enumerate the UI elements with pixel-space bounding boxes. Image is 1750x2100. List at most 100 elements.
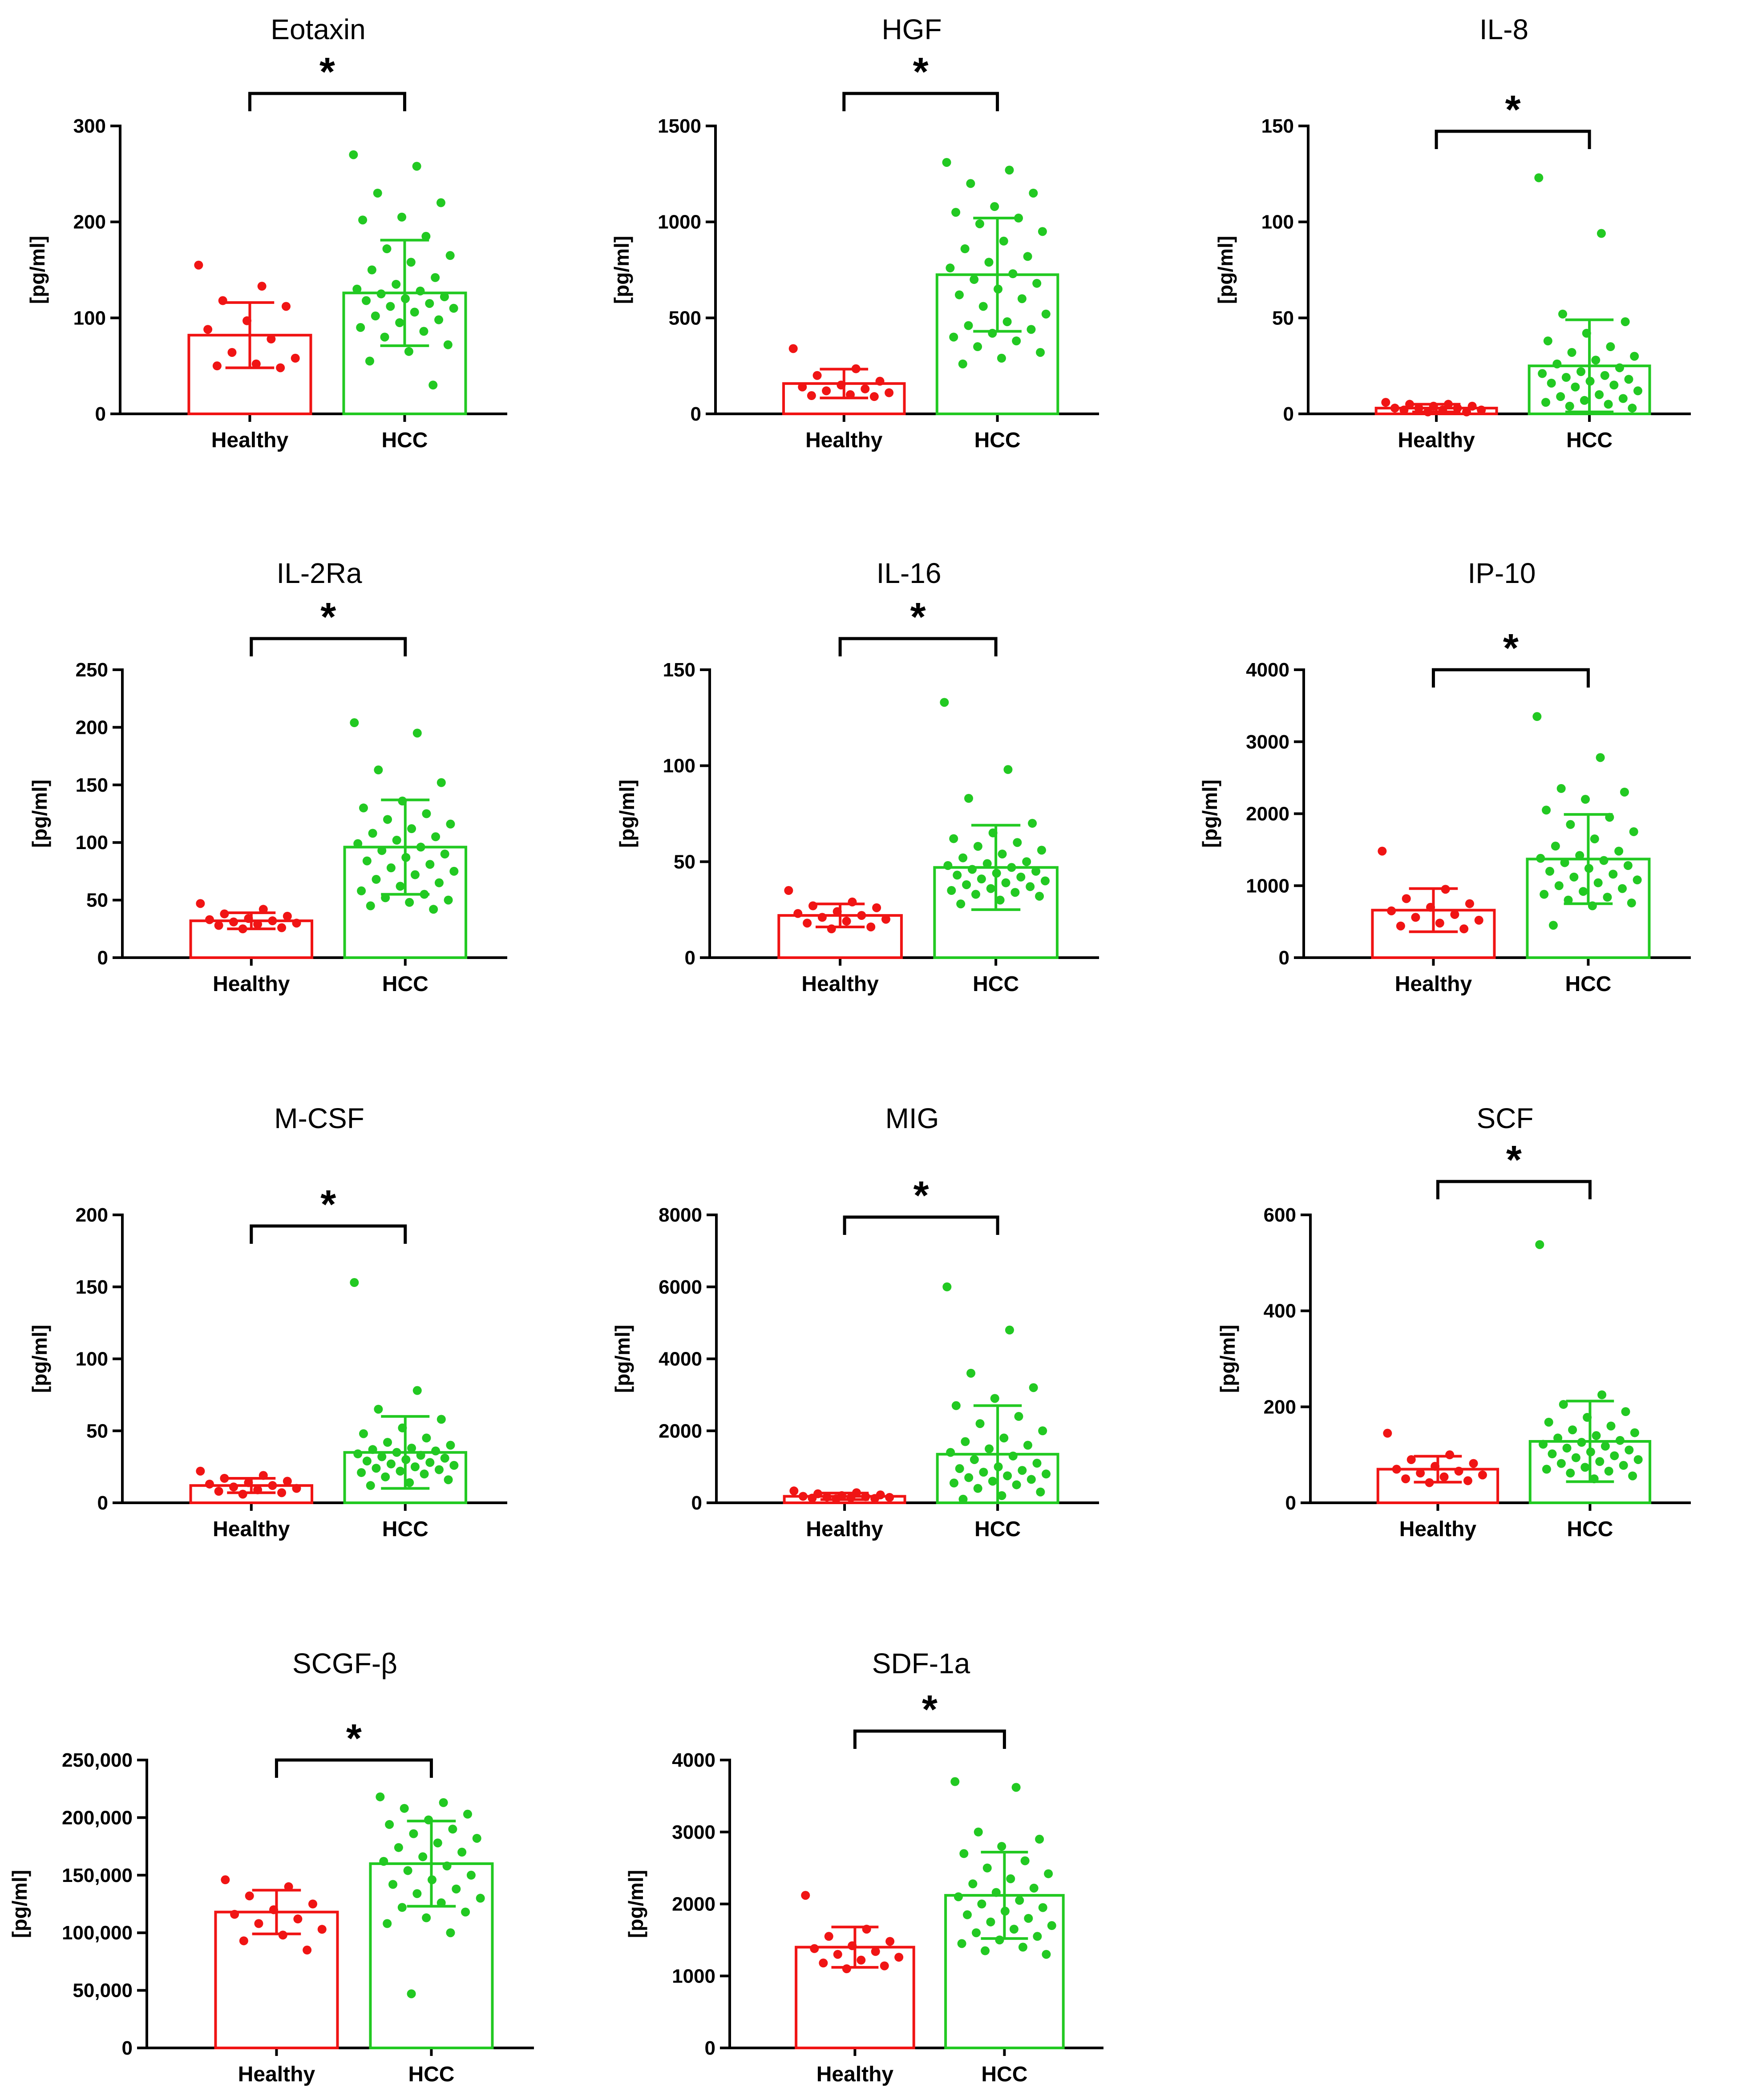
y-tick-label: 250 <box>76 659 108 681</box>
data-point-healthy <box>230 1910 239 1919</box>
panel-sdf-1a: SDF-1a 0 1000 2000 3000 4000 [pg/ml] Healthy HCC… <box>624 1647 1103 2086</box>
data-point-hcc <box>954 290 964 299</box>
data-point-hcc <box>444 895 453 905</box>
data-point-healthy <box>861 384 870 393</box>
data-point-hcc <box>425 299 434 308</box>
data-point-hcc <box>446 819 455 829</box>
data-point-healthy <box>880 1961 889 1971</box>
data-point-hcc <box>1595 390 1604 399</box>
y-tick-label: 200,000 <box>62 1807 133 1829</box>
data-point-hcc <box>386 863 396 873</box>
data-point-hcc <box>962 1910 972 1919</box>
significance-star: * <box>320 595 336 639</box>
y-axis-label: [pg/ml] <box>8 1870 31 1938</box>
data-point-hcc <box>973 842 982 851</box>
y-tick-label: 8000 <box>659 1204 702 1226</box>
data-point-hcc <box>1536 854 1545 863</box>
data-point-healthy <box>205 1479 214 1489</box>
y-tick-label: 2000 <box>672 1894 715 1915</box>
data-point-hcc <box>383 1438 392 1447</box>
data-point-hcc <box>958 853 968 862</box>
data-point-hcc <box>982 859 992 868</box>
category-label-hcc: HCC <box>382 972 428 996</box>
data-point-hcc <box>999 1433 1009 1443</box>
data-point-hcc <box>1571 382 1580 392</box>
y-tick-label: 500 <box>669 307 701 329</box>
data-point-hcc <box>1569 872 1579 882</box>
data-point-hcc <box>1628 404 1637 413</box>
data-point-hcc <box>429 905 438 914</box>
data-point-hcc <box>1610 1451 1619 1461</box>
data-point-hcc <box>1597 1390 1607 1400</box>
data-point-hcc <box>960 244 970 254</box>
data-point-hcc <box>1604 1466 1613 1476</box>
category-label-hcc: HCC <box>1565 972 1611 996</box>
y-tick-label: 200 <box>1264 1396 1296 1418</box>
data-point-hcc <box>982 1863 992 1873</box>
data-point-hcc <box>1554 881 1564 890</box>
data-point-healthy <box>196 899 205 908</box>
data-point-healthy <box>1378 846 1387 856</box>
data-point-hcc <box>971 890 980 899</box>
panel-ip-10: IP-10 0 1000 2000 3000 4000 [pg/ml] Healthy HCC * <box>1198 557 1691 996</box>
data-point-hcc <box>418 1852 428 1861</box>
data-point-hcc <box>410 870 420 879</box>
category-label-healthy: Healthy <box>816 2063 894 2086</box>
y-axis-label: [pg/ml] <box>615 780 639 848</box>
y-tick-label: 2000 <box>659 1420 702 1442</box>
data-point-hcc <box>1596 753 1605 762</box>
data-point-hcc <box>1010 888 1020 897</box>
data-point-healthy <box>1463 1476 1472 1485</box>
data-point-healthy <box>894 1953 904 1962</box>
data-point-hcc <box>1571 1453 1580 1462</box>
data-point-hcc <box>1568 1425 1577 1435</box>
data-point-hcc <box>440 1453 449 1463</box>
data-point-hcc <box>1604 400 1613 409</box>
y-tick-label: 150 <box>663 659 695 681</box>
data-point-hcc <box>1623 861 1633 870</box>
significance-bracket <box>1435 129 1591 149</box>
data-point-healthy <box>1450 910 1459 919</box>
significance-bracket <box>250 637 407 656</box>
y-tick-label: 200 <box>76 1204 108 1226</box>
y-tick-label: 1500 <box>658 115 701 137</box>
data-point-hcc <box>964 793 974 803</box>
data-point-hcc <box>1005 166 1014 175</box>
data-point-hcc <box>1017 294 1027 303</box>
data-point-hcc <box>1618 394 1628 403</box>
data-point-hcc <box>365 356 374 366</box>
data-point-hcc <box>986 884 995 893</box>
data-point-healthy <box>885 1493 894 1502</box>
data-point-healthy <box>291 353 300 363</box>
data-point-hcc <box>1590 834 1599 844</box>
data-point-hcc <box>1022 857 1031 866</box>
data-point-hcc <box>439 1798 448 1807</box>
data-point-healthy <box>798 1492 808 1501</box>
data-point-hcc <box>436 778 446 787</box>
data-point-hcc <box>412 162 421 171</box>
data-point-hcc <box>404 347 413 356</box>
data-point-hcc <box>958 1494 968 1504</box>
data-point-hcc <box>362 856 372 866</box>
data-point-healthy <box>1390 404 1399 413</box>
data-point-healthy <box>214 921 223 930</box>
data-point-healthy <box>807 391 816 401</box>
data-point-hcc <box>1562 1444 1572 1453</box>
data-point-hcc <box>1006 1874 1015 1883</box>
data-point-hcc <box>416 286 425 295</box>
y-tick-label: 0 <box>705 2037 715 2059</box>
category-label-healthy: Healthy <box>211 429 289 452</box>
panel-title: MIG <box>885 1102 939 1134</box>
category-label-hcc: HCC <box>382 1517 428 1541</box>
data-point-hcc <box>1609 870 1618 879</box>
data-point-hcc <box>356 323 365 332</box>
data-point-hcc <box>959 1849 969 1858</box>
y-tick-label: 4000 <box>672 1749 715 1771</box>
y-tick-label: 600 <box>1264 1204 1296 1226</box>
data-point-hcc <box>358 215 368 225</box>
data-point-hcc <box>383 1919 392 1928</box>
data-point-hcc <box>396 882 405 891</box>
data-point-hcc <box>422 809 431 818</box>
data-point-hcc <box>1028 819 1037 828</box>
data-point-hcc <box>448 1825 457 1834</box>
